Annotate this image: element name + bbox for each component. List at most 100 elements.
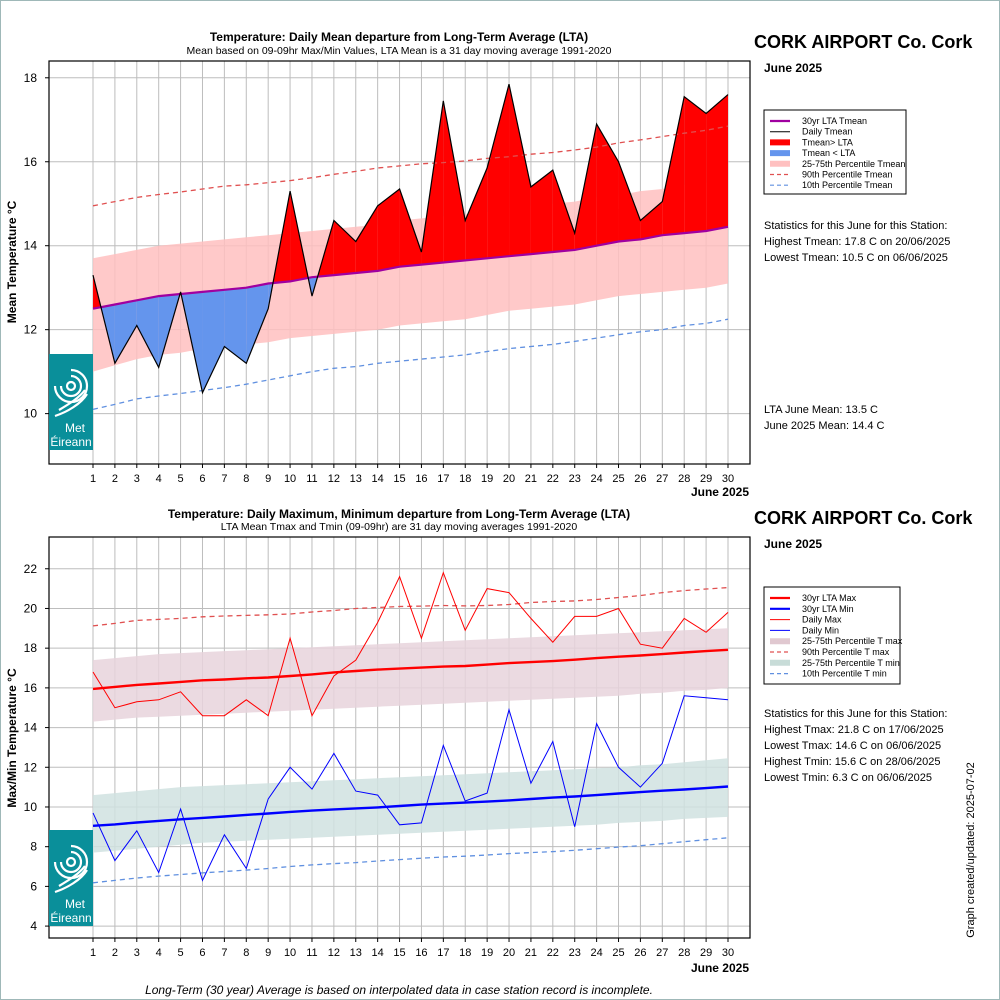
legend-label-30yr-lta-tmean: 30yr LTA Tmean	[802, 116, 867, 126]
x-tick-label: 16	[415, 947, 427, 959]
departure-segment	[465, 168, 488, 261]
x-tick-label: 23	[569, 947, 581, 959]
station-name: CORK AIRPORT Co. Cork	[754, 508, 973, 528]
y-tick-label: 18	[24, 71, 38, 85]
departure-segment	[618, 161, 641, 242]
x-tick-label: 3	[134, 947, 140, 959]
y-tick-label: 22	[24, 562, 38, 576]
logo-text-line2: Éireann	[50, 910, 91, 925]
lta-june-mean: LTA June Mean: 13.5 C	[764, 404, 878, 416]
y-tick-label: 10	[24, 407, 38, 421]
x-axis-ticks: 1 2 3 4 5 6 7 8 9 10 11 12 13 14 15 16 17 18 19 20 21 22 23 24 2…	[90, 464, 734, 485]
x-tick-label: 9	[265, 947, 271, 959]
x-tick-label: 21	[525, 473, 537, 485]
x-tick-label: 21	[525, 947, 537, 959]
x-tick-label: 16	[415, 473, 427, 485]
legend-label-25-75th-percentile-tmean: 25-75th Percentile Tmean	[802, 159, 905, 169]
y-tick-label: 16	[24, 681, 38, 695]
departure-segment	[530, 170, 553, 255]
x-tick-label: 20	[503, 947, 515, 959]
x-tick-label: 24	[590, 947, 602, 959]
x-tick-label: 23	[569, 473, 581, 485]
y-tick-label: 12	[24, 323, 38, 337]
x-tick-label: 19	[481, 473, 493, 485]
stat-lowest-tmin: Lowest Tmin: 6.3 C on 06/06/2025	[764, 772, 932, 784]
x-tick-label: 13	[350, 473, 362, 485]
stats-heading: Statistics for this June for this Statio…	[764, 708, 947, 720]
chart-title: Temperature: Daily Maximum, Minimum depa…	[168, 507, 630, 521]
legend-label-25-75th-percentile-t-min: 25-75th Percentile T min	[802, 658, 900, 668]
x-axis-label: June 2025	[691, 961, 749, 975]
departure-segment	[706, 94, 728, 232]
daily-min-line	[92, 695, 729, 882]
x-tick-label: 24	[590, 473, 602, 485]
stat-highest-tmax: Highest Tmax: 21.8 C on 17/06/2025	[764, 724, 944, 736]
legend-label-10th-percentile-t-min: 10th Percentile T min	[802, 669, 887, 679]
swirl-icon	[53, 368, 89, 418]
departure-segment	[552, 170, 575, 253]
legend-label-10th-percentile-tmean: 10th Percentile Tmean	[802, 180, 892, 190]
departure-segment	[202, 289, 225, 393]
departure-segment	[114, 300, 137, 364]
x-tick-label: 7	[221, 473, 227, 485]
x-tick-label: 22	[547, 947, 559, 959]
x-tick-label: 2	[112, 947, 118, 959]
y-tick-label: 4	[30, 919, 37, 933]
x-tick-label: 1	[90, 473, 96, 485]
y-tick-label: 10	[24, 800, 38, 814]
swirl-icon	[53, 844, 89, 894]
x-tick-label: 26	[634, 473, 646, 485]
legend-label-30yr-lta-max: 30yr LTA Max	[802, 593, 857, 603]
x-tick-label: 2	[112, 473, 118, 485]
x-axis-label: June 2025	[691, 485, 749, 499]
p10-tmean-line	[92, 318, 729, 411]
chart-subtitle: Mean based on 09-09hr Max/Min Values, LT…	[187, 45, 612, 57]
series-lines	[92, 83, 729, 411]
x-tick-label: 8	[243, 947, 249, 959]
y-tick-label: 14	[24, 721, 38, 735]
x-tick-label: 13	[350, 947, 362, 959]
p90-tmean-line	[92, 125, 729, 207]
x-tick-label: 27	[656, 947, 668, 959]
departure-segment	[136, 296, 159, 368]
x-tick-label: 20	[503, 473, 515, 485]
x-tick-label: 17	[437, 473, 449, 485]
x-tick-label: 5	[178, 473, 184, 485]
chart-subtitle: LTA Mean Tmax and Tmin (09-09hr) are 31 …	[221, 521, 578, 533]
june-2025-mean: June 2025 Mean: 14.4 C	[764, 420, 885, 432]
x-tick-label: 17	[437, 947, 449, 959]
x-tick-label: 7	[221, 947, 227, 959]
lta-tmean-line	[92, 225, 729, 310]
x-tick-label: 8	[243, 473, 249, 485]
x-tick-label: 25	[612, 947, 624, 959]
x-tick-label: 11	[306, 947, 317, 959]
x-tick-label: 15	[393, 947, 405, 959]
month-label: June 2025	[764, 61, 822, 75]
month-label: June 2025	[764, 537, 822, 551]
daily-max-line	[92, 571, 729, 718]
y-tick-label: 8	[30, 840, 37, 854]
y-tick-label: 6	[30, 879, 37, 893]
y-tick-label: 14	[24, 239, 38, 253]
logo-text-line2: Éireann	[50, 434, 91, 449]
x-tick-label: 1	[90, 947, 96, 959]
x-tick-label: 5	[178, 947, 184, 959]
percentile-25-75-tmax-band	[93, 628, 728, 722]
y-tick-label: 18	[24, 641, 38, 655]
stat-lowest-tmean: Lowest Tmean: 10.5 C on 06/06/2025	[764, 252, 948, 264]
x-tick-label: 18	[459, 947, 471, 959]
departure-segment	[224, 287, 247, 364]
stat-lowest-tmax: Lowest Tmax: 14.6 C on 06/06/2025	[764, 740, 941, 752]
y-axis-ticks: 10 12 14 16 18	[24, 71, 49, 421]
y-axis-ticks: 4 6 8 10 12 14 16 18 20 22	[24, 562, 49, 933]
y-axis-label: Mean Temperature °C	[5, 200, 19, 323]
x-tick-label: 18	[459, 473, 471, 485]
x-tick-label: 22	[547, 473, 559, 485]
logo-text-line1: Met	[65, 421, 86, 435]
x-tick-label: 30	[722, 473, 734, 485]
legend-label-25-75th-percentile-t-max: 25-75th Percentile T max	[802, 636, 903, 646]
y-tick-label: 12	[24, 760, 38, 774]
met-eireann-logo: Met Éireann	[49, 830, 93, 926]
